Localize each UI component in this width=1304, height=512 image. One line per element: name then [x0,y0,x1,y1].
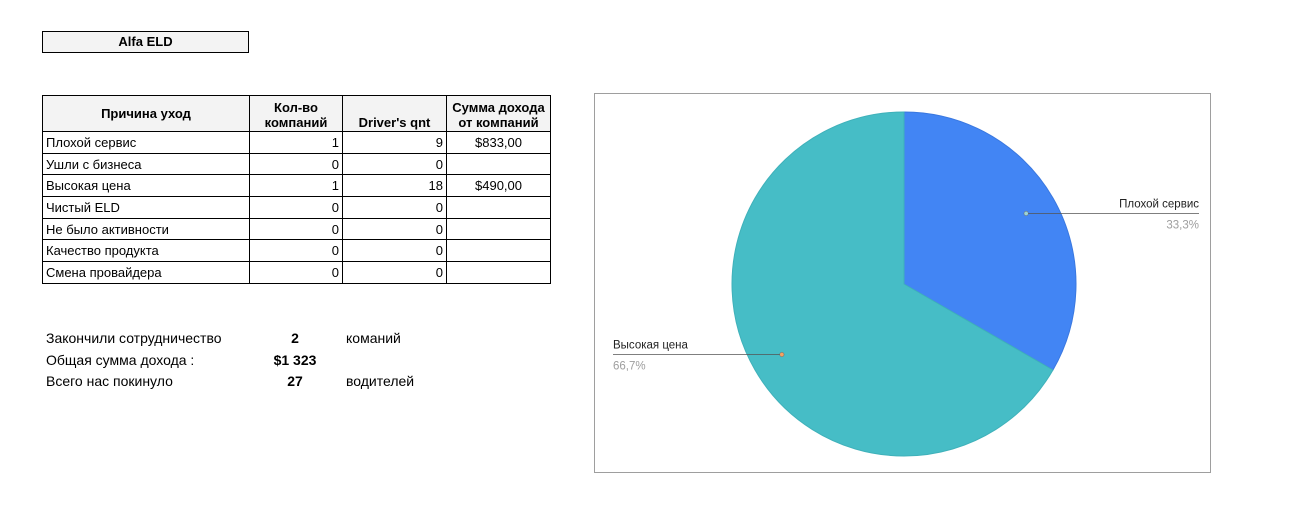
summary-value[interactable]: 27 [287,373,303,389]
table-row: Высокая цена 1 18 $490,00 [42,174,551,198]
cell-reason[interactable]: Плохой сервис [42,131,250,154]
cell-revenue[interactable]: $490,00 [446,174,551,198]
churn-table: Причина уход Кол-во компаний Driver's qn… [42,95,551,284]
header-companies[interactable]: Кол-во компаний [249,95,343,132]
cell-drivers[interactable]: 0 [342,152,447,176]
header-drivers[interactable]: Driver's qnt [342,95,447,132]
cell-companies[interactable]: 1 [249,131,343,154]
table-row: Чистый ELD 0 0 [42,196,551,219]
summary-unit[interactable]: водителей [346,373,415,389]
cell-companies[interactable]: 0 [249,196,343,219]
header-reason[interactable]: Причина уход [42,95,250,132]
cell-drivers[interactable]: 0 [342,239,447,263]
slice-label: Высокая цена [613,340,689,352]
cell-reason[interactable]: Ушли с бизнеса [42,152,250,176]
cell-reason[interactable]: Чистый ELD [42,196,250,219]
cell-companies[interactable]: 0 [249,217,343,241]
cell-drivers[interactable]: 18 [342,174,447,198]
summary-row: Всего нас покинуло 27 водителей [46,371,446,393]
table-row: Ушли с бизнеса 0 0 [42,152,551,176]
header-revenue[interactable]: Сумма дохода от компаний [446,95,551,132]
table-row: Смена провайдера 0 0 [42,261,551,284]
table-header-row: Причина уход Кол-во компаний Driver's qn… [42,95,551,132]
table-row: Качество продукта 0 0 [42,239,551,263]
pie-chart[interactable]: Плохой сервис 33,3% Высокая цена 66,7% [595,94,1212,474]
cell-drivers[interactable]: 0 [342,217,447,241]
cell-companies[interactable]: 0 [249,152,343,176]
table-row: Не было активности 0 0 [42,217,551,241]
cell-drivers[interactable]: 0 [342,261,447,284]
cell-drivers[interactable]: 0 [342,196,447,219]
cell-revenue[interactable] [446,196,551,219]
cell-revenue[interactable]: $833,00 [446,131,551,154]
slice-label: Плохой сервис [1119,198,1199,210]
summary-value[interactable]: 2 [291,330,299,346]
sheet-title: Alfa ELD [42,31,249,53]
cell-drivers[interactable]: 9 [342,131,447,154]
leader-dot [1023,211,1029,216]
pie-chart-frame[interactable]: Плохой сервис 33,3% Высокая цена 66,7% [594,93,1211,473]
slice-percent-label: 33,3% [1166,219,1199,231]
cell-revenue[interactable] [446,217,551,241]
summary-block: Закончили сотрудничество 2 команий Общая… [46,328,446,393]
cell-companies[interactable]: 1 [249,174,343,198]
pie-slice[interactable] [731,111,1054,457]
summary-label[interactable]: Общая сумма дохода : [46,351,195,368]
cell-companies[interactable]: 0 [249,239,343,263]
cell-revenue[interactable] [446,152,551,176]
summary-row: Закончили сотрудничество 2 команий [46,328,446,350]
cell-companies[interactable]: 0 [249,261,343,284]
cell-reason[interactable]: Качество продукта [42,239,250,263]
summary-row: Общая сумма дохода : $1 323 [46,350,446,372]
summary-label[interactable]: Закончили сотрудничество [46,330,222,346]
cell-reason[interactable]: Не было активности [42,217,250,241]
summary-unit[interactable]: команий [346,330,401,346]
summary-label[interactable]: Всего нас покинуло [46,373,173,389]
cell-revenue[interactable] [446,261,551,284]
cell-reason[interactable]: Высокая цена [42,174,250,198]
slice-percent-label: 66,7% [613,361,646,373]
cell-revenue[interactable] [446,239,551,263]
leader-dot [779,352,785,357]
pie-slice[interactable] [903,111,1077,371]
summary-value[interactable]: $1 323 [273,351,317,368]
cell-reason[interactable]: Смена провайдера [42,261,250,284]
table-row: Плохой сервис 1 9 $833,00 [42,131,551,154]
